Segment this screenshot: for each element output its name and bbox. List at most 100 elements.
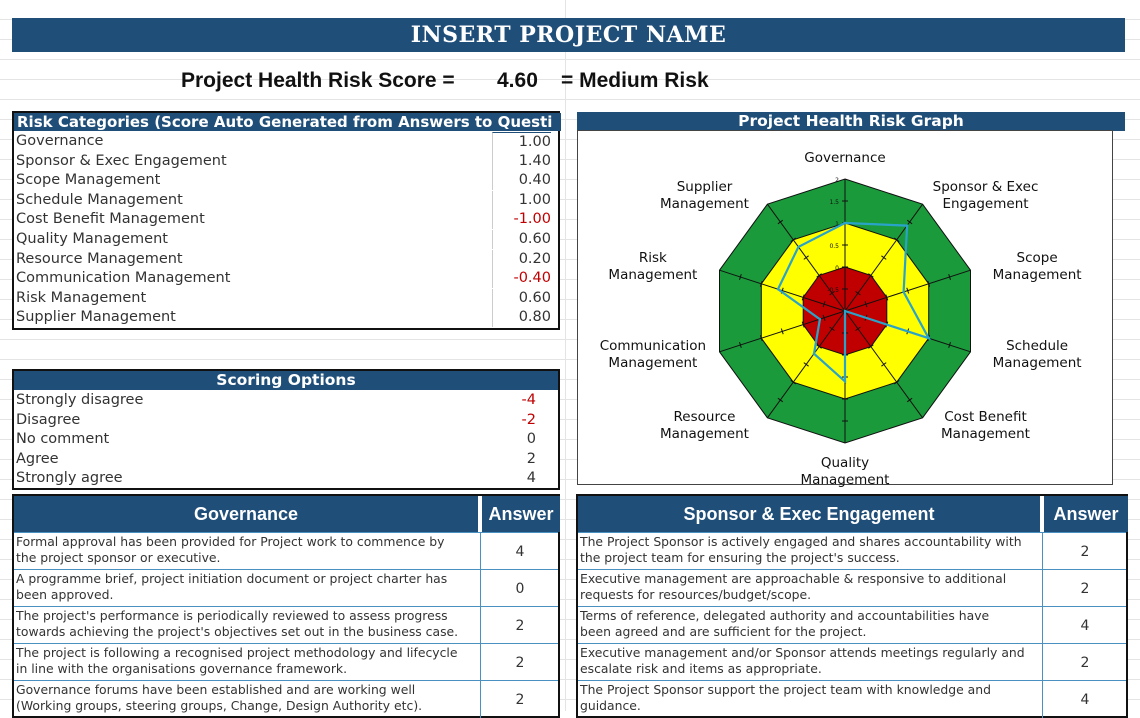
risk-category-row: Resource Management 0.20 [14, 249, 558, 270]
radar-axis-label-line: Governance [804, 150, 886, 166]
radar-axis-label: Risk Management [598, 250, 708, 284]
scoring-option-row: Disagree -2 [14, 411, 558, 431]
question-text-line: A programme brief, project initiation do… [16, 571, 448, 586]
answer-cell[interactable]: 2 [480, 607, 559, 644]
risk-category-score[interactable]: 1.40 [492, 151, 551, 171]
sponsor-questions-table: Sponsor & Exec Engagement Answer The Pro… [576, 494, 1128, 718]
question-text-line: in line with the organisations governanc… [16, 661, 348, 676]
scoring-option-value: 2 [526, 450, 536, 467]
governance-questions-table: Governance Answer Formal approval has be… [12, 494, 560, 718]
risk-categories-table: Risk Categories (Score Auto Generated fr… [12, 111, 561, 330]
radar-chart: 2 1.5 1 0.5 0 -0.5 [719, 177, 971, 444]
scoring-option-name: Strongly agree [16, 470, 123, 487]
radar-axis-label-line: Quality [820, 455, 870, 471]
radar-axis-label-line: Risk [638, 250, 667, 267]
risk-category-score[interactable]: 1.00 [492, 132, 551, 152]
radar-axis-label: Quality Management [790, 455, 900, 489]
risk-category-score[interactable]: 1.00 [492, 190, 551, 210]
radar-tick-label: 0.5 [829, 243, 839, 250]
question-text-line: Terms of reference, delegated authority … [580, 608, 990, 623]
answer-cell[interactable]: 4 [480, 533, 559, 570]
radar-axis-label: Governance [790, 150, 900, 167]
answer-cell[interactable]: 4 [1042, 681, 1127, 718]
risk-categories-body: Governance 1.00 Sponsor & Exec Engagement 1… [14, 132, 558, 328]
question-text-line: The Project Sponsor is actively engaged … [580, 534, 1022, 549]
risk-category-row: Risk Management 0.60 [14, 288, 558, 309]
scoring-option-value: -2 [521, 411, 536, 428]
risk-category-name: Sponsor & Exec Engagement [16, 152, 227, 169]
answer-cell[interactable]: 0 [480, 570, 559, 607]
scoring-option-value: -4 [521, 392, 536, 408]
question-text-line: (Working groups, steering groups, Change… [16, 698, 423, 713]
sponsor-header: Sponsor & Exec Engagement [578, 496, 1040, 532]
question-row: Executive management and/or Sponsor atte… [578, 643, 1126, 681]
radar-axis-label: Resource Management [650, 409, 760, 443]
risk-category-name: Scope Management [16, 172, 161, 189]
radar-tick [906, 397, 913, 403]
radar-tick [759, 335, 763, 342]
answer-cell[interactable]: 4 [1042, 607, 1127, 644]
radar-data-point [902, 290, 905, 294]
risk-category-row: Sponsor & Exec Engagement 1.40 [14, 151, 558, 172]
risk-category-score[interactable]: 0.20 [492, 249, 551, 269]
question-text: Executive management are approachable & … [580, 571, 1040, 603]
radar-tick [803, 255, 809, 260]
answer-cell[interactable]: 2 [1042, 570, 1127, 607]
radar-tick-label: 0 [835, 265, 839, 272]
radar-axis-label-line: Engagement [942, 196, 1029, 213]
risk-category-score[interactable]: 0.80 [492, 308, 551, 328]
answer-cell[interactable]: 2 [1042, 533, 1127, 570]
risk-graph-chart-area[interactable]: 2 1.5 1 0.5 0 -0.5 Governance Sponsor & Exec En… [577, 130, 1113, 488]
radar-tick [759, 280, 763, 287]
question-text-line: the project sponsor or executive. [16, 550, 221, 565]
radar-data-point [818, 318, 822, 321]
radar-tick-label: 1.5 [829, 199, 839, 206]
answer-cell[interactable]: 2 [480, 681, 559, 718]
risk-category-name: Risk Management [16, 289, 147, 306]
radar-data-point [843, 221, 847, 225]
question-text-line: requests for resources/budget/scope. [580, 587, 812, 602]
radar-axis-label-line: Management [660, 196, 749, 213]
question-text-line: The Project Sponsor support the project … [580, 682, 991, 697]
risk-category-score[interactable]: 0.40 [492, 171, 551, 191]
score-result: = Medium Risk [561, 69, 709, 92]
radar-tick [816, 273, 822, 278]
radar-axis-label: Sponsor & Exec Engagement [931, 179, 1041, 213]
score-value[interactable]: 4.60 [497, 69, 538, 92]
scoring-option-value: 0 [526, 431, 536, 448]
radar-axis-label-line: Management [660, 425, 749, 442]
radar-tick [881, 255, 887, 260]
radar-data-point [843, 380, 847, 383]
answer-cell[interactable]: 2 [480, 644, 559, 681]
risk-category-score[interactable]: 0.60 [492, 288, 551, 308]
question-text: The project's performance is periodicall… [16, 608, 478, 640]
question-text-line: Executive management and/or Sponsor atte… [580, 645, 1025, 660]
radar-tick [816, 344, 822, 349]
radar-axis-label-line: Communication [599, 337, 707, 354]
question-row: Terms of reference, delegated authority … [578, 606, 1126, 644]
radar-axis-label-line: Management [800, 472, 890, 488]
question-text-line: Governance forums have been established … [16, 682, 416, 697]
risk-category-score[interactable]: -1.00 [492, 210, 551, 230]
question-text-line: the project team for ensuring the projec… [580, 550, 900, 565]
answer-cell[interactable]: 2 [1042, 644, 1127, 681]
risk-category-name: Quality Management [16, 231, 168, 247]
risk-category-row: Communication Management -0.40 [14, 269, 558, 289]
risk-category-score[interactable]: -0.40 [492, 269, 551, 289]
risk-category-name: Cost Benefit Management [16, 211, 205, 228]
scoring-options-table: Scoring Options Strongly disagree -4 Disag… [12, 369, 560, 490]
radar-axis-label: Communication Management [598, 338, 708, 372]
question-text: The Project Sponsor is actively engaged … [580, 534, 1040, 566]
risk-category-row: Schedule Management 1.00 [14, 190, 558, 211]
radar-tick [885, 294, 889, 301]
question-text: Formal approval has been provided for Pr… [16, 534, 478, 566]
risk-category-score[interactable]: 0.60 [492, 230, 551, 249]
radar-tick [948, 274, 951, 281]
radar-tick [868, 344, 874, 349]
project-title[interactable]: INSERT PROJECT NAME [12, 18, 1125, 52]
question-text: The Project Sponsor support the project … [580, 682, 1040, 714]
question-text-line: guidance. [580, 698, 641, 713]
question-text: Governance forums have been established … [16, 682, 478, 714]
radar-axis-label-line: Schedule [1006, 337, 1069, 354]
risk-graph-panel: Project Health Risk Graph 2 1.5 1 0.5 0 -0.5 … [577, 112, 1125, 488]
